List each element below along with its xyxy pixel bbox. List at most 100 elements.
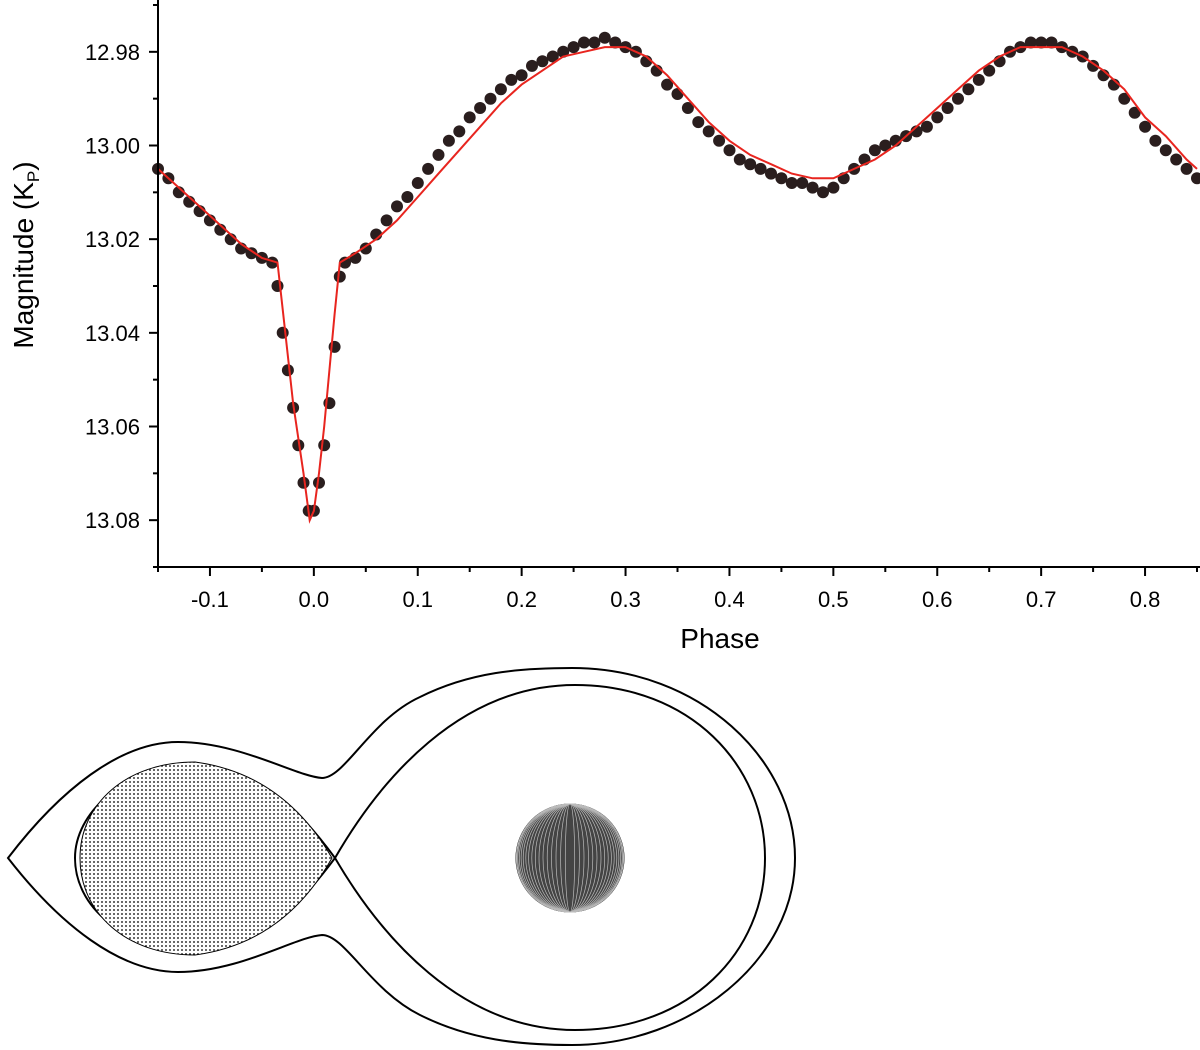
data-point	[271, 280, 284, 292]
data-point	[505, 73, 518, 86]
data-point	[702, 125, 715, 138]
data-point	[546, 50, 559, 63]
data-point	[422, 162, 435, 175]
data-point	[526, 59, 538, 72]
x-tick-label: 0.2	[506, 587, 537, 612]
y-axis-title: Magnitude (KP)	[8, 161, 43, 348]
data-point	[868, 144, 881, 157]
data-point	[313, 476, 325, 489]
data-point	[765, 167, 777, 180]
y-tick-label: 13.02	[85, 227, 140, 252]
data-point	[484, 92, 497, 105]
data-point	[281, 364, 294, 377]
data-point	[723, 144, 736, 157]
x-tick-label: 0.8	[1130, 587, 1161, 612]
y-tick-label: 13.06	[85, 415, 140, 440]
data-point	[931, 111, 944, 124]
data-point	[588, 36, 601, 49]
data-point	[1159, 144, 1172, 157]
data-point	[796, 177, 809, 189]
data-point	[962, 83, 975, 96]
y-tick-label: 12.98	[85, 40, 140, 65]
data-point	[972, 73, 985, 86]
data-point	[567, 41, 580, 54]
y-axis-title-main: Magnitude (K	[8, 182, 39, 349]
data-point	[879, 139, 892, 152]
light-curve-plot: -0.1 0.0 0.1 0.2 0.3 0.4 0.5 0.6 0.7 0.8 12.98 13.…	[8, 0, 1200, 654]
data-point	[453, 125, 466, 138]
axes: -0.1 0.0 0.1 0.2 0.3 0.4 0.5 0.6 0.7 0.8 12.98 13.…	[85, 0, 1200, 612]
data-point	[806, 181, 819, 194]
data-point	[692, 116, 705, 129]
data-point	[474, 102, 487, 114]
y-axis-title-subscript: P	[24, 171, 43, 182]
data-point	[1191, 172, 1200, 185]
x-ticks: -0.1 0.0 0.1 0.2 0.3 0.4 0.5 0.6 0.7 0.8	[157, 567, 1198, 612]
x-tick-label: 0.0	[299, 587, 330, 612]
data-point	[333, 270, 346, 283]
data-point	[463, 111, 476, 124]
data-point	[744, 158, 757, 171]
data-point	[1045, 36, 1058, 49]
data-point	[817, 186, 829, 199]
model-curve	[157, 46, 1198, 524]
data-point	[276, 326, 289, 339]
data-point	[401, 191, 414, 203]
data-point	[297, 476, 310, 489]
data-point	[578, 36, 590, 49]
data-point	[733, 153, 746, 166]
data-point	[681, 102, 694, 114]
x-tick-label: 0.6	[922, 587, 953, 612]
data-point	[713, 134, 726, 147]
outer-critical-surface	[6, 666, 797, 1047]
x-tick-label: 0.7	[1026, 587, 1057, 612]
data-point	[983, 64, 996, 77]
x-tick-label: 0.1	[402, 587, 433, 612]
x-tick-label: 0.3	[610, 587, 641, 612]
y-tick-label: 13.08	[85, 508, 140, 533]
data-point	[785, 177, 798, 189]
data-point	[1170, 153, 1183, 166]
data-point	[1035, 36, 1048, 49]
data-point	[598, 31, 611, 44]
data-point	[339, 256, 351, 269]
data-point	[1087, 59, 1100, 72]
data-point	[941, 102, 954, 114]
data-point	[411, 177, 424, 189]
data-point	[1024, 36, 1037, 49]
data-point	[609, 36, 622, 49]
data-point	[515, 69, 528, 82]
x-tick-label: 0.5	[818, 587, 849, 612]
data-point	[920, 120, 933, 133]
data-point	[494, 83, 507, 96]
meridian-line	[564, 803, 576, 913]
data-point	[432, 148, 445, 161]
data-point	[754, 162, 767, 175]
data-point	[359, 242, 372, 255]
x-tick-label: 0.4	[714, 587, 745, 612]
data-point	[661, 78, 674, 91]
data-point	[391, 200, 403, 213]
secondary-star-meridians	[515, 803, 625, 913]
data-point	[442, 134, 455, 147]
observed-points	[152, 31, 1200, 517]
data-point	[292, 439, 305, 452]
data-point	[671, 88, 684, 100]
data-point	[1149, 134, 1162, 147]
y-tick-label: 13.04	[85, 321, 140, 346]
x-tick-label: -0.1	[191, 587, 229, 612]
data-point	[1139, 120, 1152, 133]
data-point	[245, 247, 258, 260]
data-point	[1118, 92, 1131, 105]
data-point	[318, 439, 331, 452]
data-point	[1180, 162, 1193, 175]
x-axis-title: Phase	[680, 623, 759, 654]
data-point	[952, 92, 964, 105]
data-point	[1128, 106, 1141, 119]
data-point	[380, 214, 393, 227]
data-point	[536, 55, 549, 68]
y-tick-label: 13.00	[85, 134, 140, 159]
roche-lobe-diagram	[6, 666, 797, 1047]
y-ticks: 12.98 13.00 13.02 13.04 13.06 13.08	[85, 4, 158, 568]
